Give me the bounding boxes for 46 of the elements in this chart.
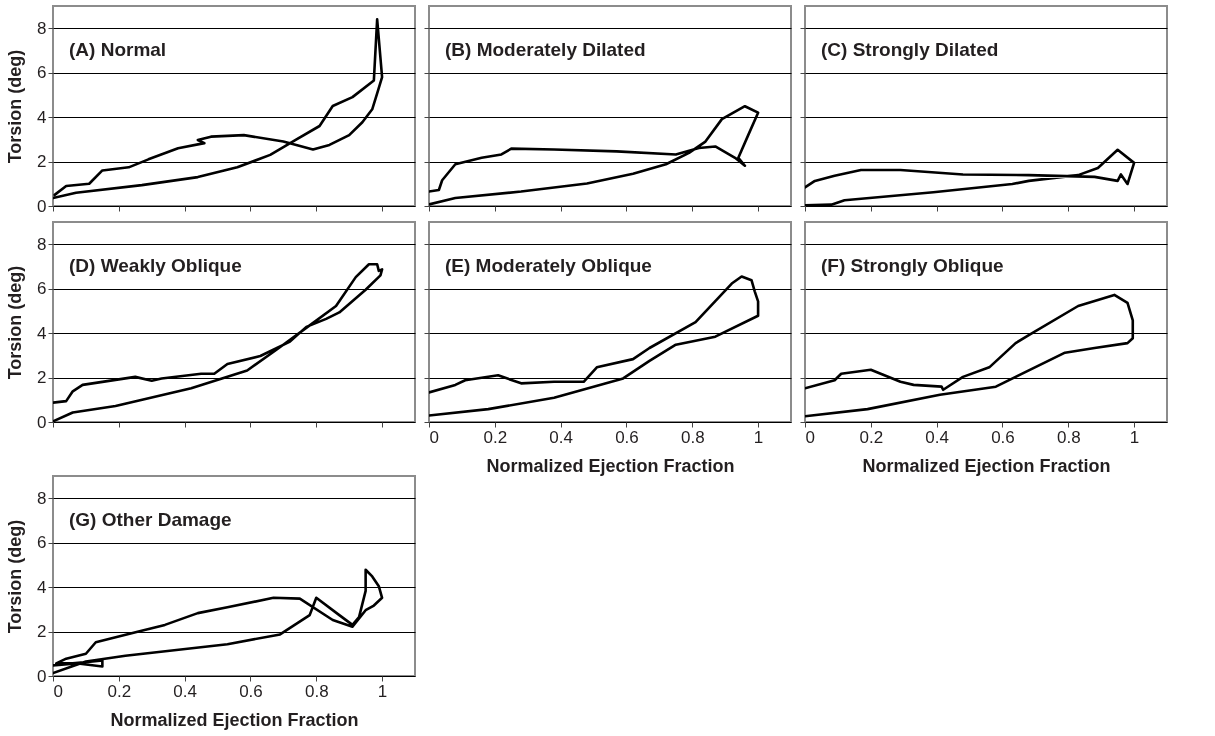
y-tick-label: 8 (37, 234, 47, 254)
y-tick-label: 2 (37, 152, 47, 172)
y-tick-label: 2 (37, 368, 47, 388)
x-axis-title: Normalized Ejection Fraction (110, 709, 359, 730)
x-tick-label: 0.6 (991, 427, 1015, 447)
text: (C) Strongly Dilated (821, 39, 999, 61)
x-tick-label: 0.8 (304, 681, 329, 701)
y-axis-title: Torsion (deg) (5, 49, 26, 164)
x-tick-label: 0.2 (859, 427, 884, 447)
x-tick-label: 0 (429, 427, 439, 447)
x-tick-label: 0.8 (680, 427, 705, 447)
text: (A) Normal (69, 39, 167, 61)
y-tick-label: 6 (37, 63, 47, 83)
text: (D) Weakly Oblique (69, 255, 242, 277)
x-tick-label: 0 (805, 427, 815, 447)
text: (B) Moderately Dilated (445, 39, 646, 61)
x-axis-title: Normalized Ejection Fraction (862, 455, 1111, 476)
x-tick-label: 1 (753, 427, 764, 447)
y-tick-label: 6 (37, 279, 47, 299)
text: (F) Strongly Oblique (821, 255, 1004, 277)
y-tick-label: 0 (37, 412, 47, 432)
y-tick-label: 0 (37, 666, 47, 686)
y-tick-label: 8 (37, 488, 47, 508)
text: (E) Moderately Oblique (445, 255, 652, 277)
y-tick-label: 2 (37, 622, 47, 642)
x-tick-label: 0.6 (615, 427, 639, 447)
x-tick-label: 0.4 (173, 681, 197, 701)
x-tick-label: 1 (1129, 427, 1140, 447)
y-axis-title: Torsion (deg) (5, 519, 26, 634)
text: (G) Other Damage (69, 509, 232, 531)
x-axis-title: Normalized Ejection Fraction (486, 455, 735, 476)
y-tick-label: 4 (37, 577, 47, 597)
y-tick-label: 4 (37, 323, 47, 343)
x-tick-label: 0.4 (925, 427, 949, 447)
x-tick-label: 0.2 (107, 681, 132, 701)
x-tick-label: 0.2 (483, 427, 508, 447)
y-tick-label: 0 (37, 196, 47, 216)
x-tick-label: 0 (53, 681, 63, 701)
x-tick-label: 1 (377, 681, 388, 701)
x-tick-label: 0.4 (549, 427, 573, 447)
x-tick-label: 0.8 (1056, 427, 1081, 447)
y-axis-title: Torsion (deg) (5, 265, 26, 380)
y-tick-label: 8 (37, 18, 47, 38)
x-tick-label: 0.6 (239, 681, 263, 701)
y-tick-label: 6 (37, 533, 47, 553)
y-tick-label: 4 (37, 107, 47, 127)
